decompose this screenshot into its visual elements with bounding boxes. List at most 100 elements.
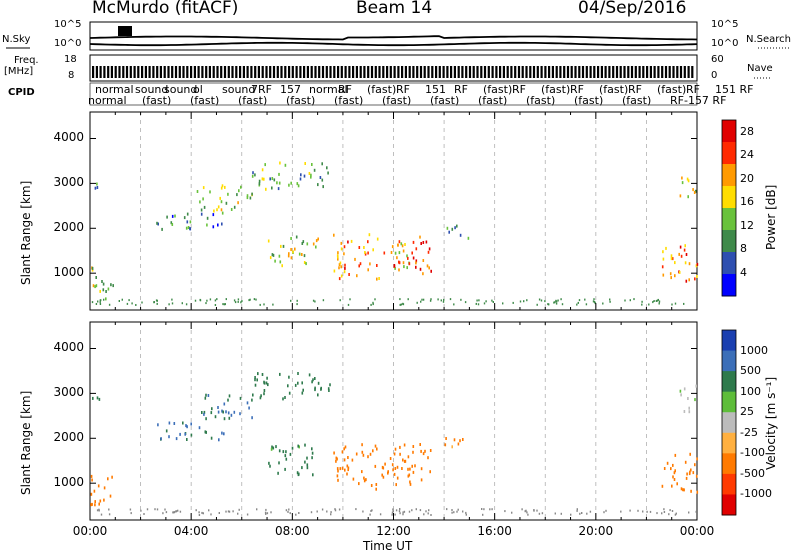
freq-mark (182, 66, 185, 78)
ground-scatter (265, 512, 267, 515)
ground-scatter (165, 511, 168, 514)
echo-cell (398, 251, 401, 255)
echo-cell (686, 177, 689, 181)
ground-scatter (428, 509, 430, 512)
colorbar-tick-label: 24 (740, 148, 754, 162)
colorbar-frame (721, 119, 737, 297)
echo-cell (271, 445, 273, 449)
ground-scatter (334, 509, 337, 512)
echo-cell (198, 426, 201, 430)
echo-cell (392, 468, 394, 472)
echo-cell (254, 383, 257, 387)
ground-scatter (560, 512, 562, 515)
ground-scatter (214, 304, 217, 306)
freq-mark (223, 66, 227, 78)
freq-mark (201, 66, 204, 78)
colorbar-tick-label: 12 (740, 218, 754, 232)
echo-cell (341, 450, 344, 454)
echo-cell (96, 186, 99, 189)
ground-scatter (399, 508, 401, 510)
freq-mark (359, 66, 362, 78)
ground-scatter (663, 508, 665, 511)
freq-mark (329, 66, 332, 78)
freq-mark (604, 66, 607, 78)
x-tick-label: 00:00 (679, 524, 715, 538)
echo-cell (662, 273, 665, 277)
echo-cell (356, 274, 358, 278)
echo-cell (301, 381, 303, 385)
freq-mark (208, 66, 211, 78)
echo-cell (209, 190, 211, 194)
ground-scatter (440, 299, 442, 302)
freq-mark (664, 66, 668, 78)
freq-mark (593, 66, 596, 78)
colorbar-segment (722, 274, 736, 297)
echo-cell (301, 253, 303, 256)
echo-cell (396, 465, 399, 469)
cpid-label: sound (135, 83, 169, 96)
ground-scatter (222, 303, 224, 306)
ground-scatter (430, 298, 432, 301)
freq-mark (442, 66, 445, 78)
echo-cell (203, 410, 206, 414)
ground-scatter (663, 511, 666, 513)
echo-cell (91, 502, 93, 506)
colorbar-segment (722, 230, 736, 253)
freq-mark (246, 66, 249, 78)
echo-cell (341, 466, 344, 470)
freq-mark (156, 66, 159, 78)
echo-cell (692, 471, 695, 475)
ground-scatter (225, 510, 227, 513)
echo-cell (239, 412, 241, 416)
echo-cell (670, 254, 673, 258)
echo-cell (94, 500, 96, 504)
echo-cell (427, 250, 430, 254)
ground-scatter (99, 303, 102, 305)
echo-cell (298, 445, 300, 449)
ground-scatter (372, 303, 374, 306)
ground-scatter (511, 511, 513, 514)
echo-cell (670, 467, 672, 471)
echo-cell (690, 489, 692, 493)
ground-scatter (140, 509, 142, 512)
echo-cell (315, 245, 317, 249)
freq-mark (555, 66, 558, 78)
ground-scatter (560, 298, 562, 301)
cpid-label: (fast) (367, 83, 397, 96)
echo-cell (363, 476, 365, 480)
ground-scatter (408, 510, 411, 513)
echo-cell (296, 182, 299, 186)
freq-mark (619, 66, 622, 78)
echo-cell (263, 177, 265, 181)
freq-mark (408, 66, 411, 78)
echo-cell (685, 279, 688, 283)
echo-cell (407, 455, 410, 459)
echo-cell (103, 498, 105, 502)
echo-cell (409, 467, 411, 471)
freq-mark (344, 66, 347, 78)
echo-cell (284, 454, 287, 458)
echo-cell (275, 445, 277, 449)
echo-cell (409, 482, 412, 486)
y-tick-label: 4000 (53, 340, 84, 355)
echo-cell (426, 264, 429, 268)
ground-scatter (421, 298, 423, 301)
echo-cell (395, 483, 397, 487)
freq-mark (141, 66, 144, 78)
echo-cell (290, 181, 292, 185)
freq-mark (212, 66, 215, 78)
ground-scatter (108, 513, 111, 516)
freq-mark (491, 66, 494, 78)
nave-tick-low: 0 (711, 70, 718, 81)
ground-scatter (557, 299, 559, 302)
ground-scatter (675, 512, 677, 515)
freq-mark (250, 66, 253, 78)
echo-cell (335, 459, 337, 463)
ground-scatter (658, 302, 660, 305)
echo-cell (374, 464, 377, 468)
ground-scatter (296, 303, 298, 306)
echo-cell (674, 453, 677, 457)
freq-mark (623, 66, 626, 78)
echo-cell (313, 168, 316, 172)
echo-cell (683, 387, 686, 391)
